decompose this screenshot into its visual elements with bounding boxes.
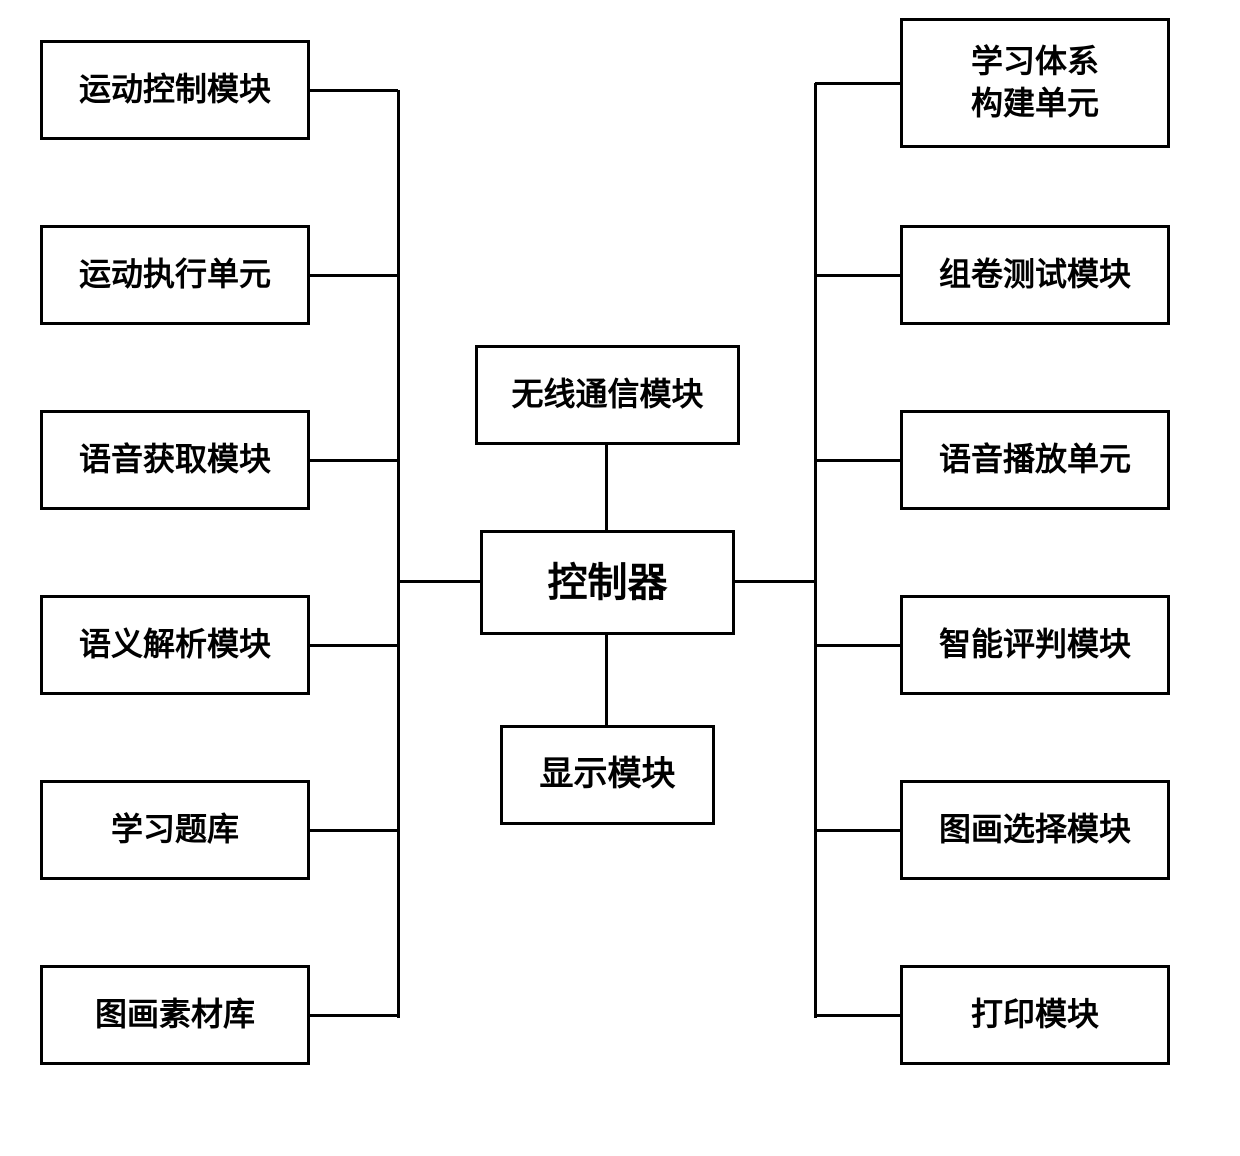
center-box-0: 无线通信模块 — [475, 345, 740, 445]
right-box-4: 图画选择模块 — [900, 780, 1170, 880]
right-box-0: 学习体系构建单元 — [900, 18, 1170, 148]
center-box-0-label: 无线通信模块 — [511, 374, 703, 416]
right-box-1: 组卷测试模块 — [900, 225, 1170, 325]
left-stub-0 — [310, 89, 398, 92]
right-stub-2 — [815, 459, 900, 462]
right-box-3-label: 智能评判模块 — [939, 624, 1131, 666]
right-box-5-label: 打印模块 — [971, 994, 1099, 1036]
left-stub-3 — [310, 644, 398, 647]
left-box-5-label: 图画素材库 — [95, 994, 255, 1036]
right-box-1-label: 组卷测试模块 — [939, 254, 1131, 296]
right-box-3: 智能评判模块 — [900, 595, 1170, 695]
left-stub-1 — [310, 274, 398, 277]
left-box-0: 运动控制模块 — [40, 40, 310, 140]
right-stub-4 — [815, 829, 900, 832]
center-box-2: 显示模块 — [500, 725, 715, 825]
right-stub-5 — [815, 1014, 900, 1017]
center-box-1-label: 控制器 — [548, 557, 668, 609]
left-box-4-label: 学习题库 — [111, 809, 239, 851]
right-box-4-label: 图画选择模块 — [939, 809, 1131, 851]
left-stub-2 — [310, 459, 398, 462]
right-box-0-label: 学习体系构建单元 — [971, 41, 1099, 124]
right-stub-1 — [815, 274, 900, 277]
right-box-5: 打印模块 — [900, 965, 1170, 1065]
left-box-3: 语义解析模块 — [40, 595, 310, 695]
right-stub-3 — [815, 644, 900, 647]
center-box-1: 控制器 — [480, 530, 735, 635]
left-stub-4 — [310, 829, 398, 832]
left-box-2-label: 语音获取模块 — [79, 439, 271, 481]
controller-display-link — [605, 635, 608, 728]
left-box-5: 图画素材库 — [40, 965, 310, 1065]
left-box-0-label: 运动控制模块 — [79, 69, 271, 111]
left-box-1-label: 运动执行单元 — [79, 254, 271, 296]
right-bus — [814, 83, 817, 1018]
controller-left-link — [398, 580, 480, 583]
controller-right-link — [735, 580, 815, 583]
center-box-2-label: 显示模块 — [540, 753, 676, 797]
left-stub-5 — [310, 1014, 398, 1017]
right-box-2: 语音播放单元 — [900, 410, 1170, 510]
right-stub-0 — [815, 82, 900, 85]
left-box-4: 学习题库 — [40, 780, 310, 880]
left-box-3-label: 语义解析模块 — [79, 624, 271, 666]
left-bus — [397, 90, 400, 1018]
wireless-controller-link — [605, 445, 608, 533]
left-box-2: 语音获取模块 — [40, 410, 310, 510]
left-box-1: 运动执行单元 — [40, 225, 310, 325]
right-box-2-label: 语音播放单元 — [939, 439, 1131, 481]
